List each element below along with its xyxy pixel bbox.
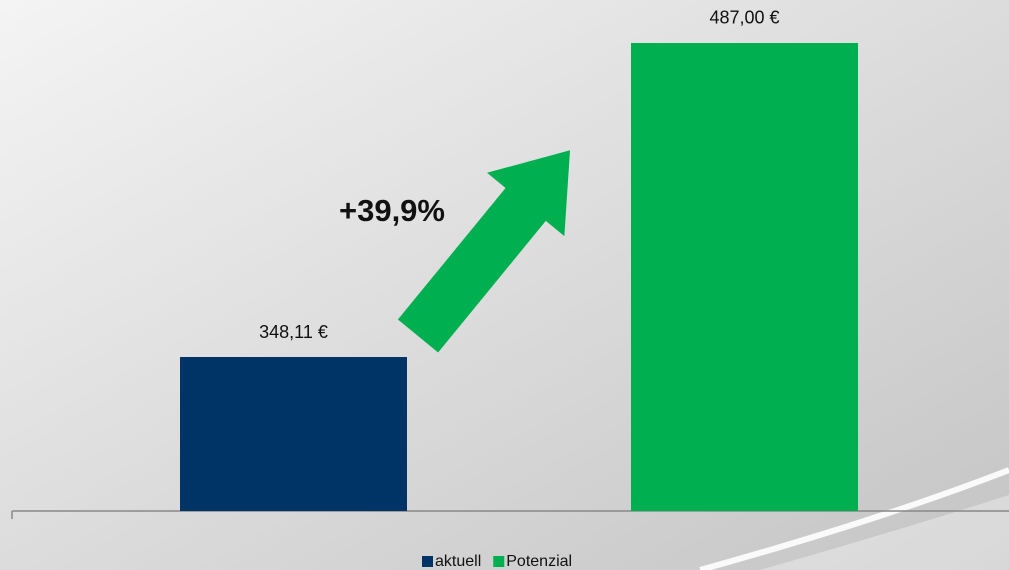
bar [631, 42, 858, 511]
value-label: 348,11 € [259, 322, 328, 342]
growth-arrow [397, 150, 571, 353]
decor-curve [760, 495, 1009, 570]
annotation: +39,9% [339, 193, 445, 228]
legend-swatch [493, 556, 505, 567]
arrow-shape [397, 150, 571, 353]
legend-swatch [422, 556, 433, 567]
decor-curve [699, 467, 1009, 570]
bar [180, 357, 407, 511]
value-label: 487,00 € [709, 8, 779, 28]
legend-label: Potenzial [506, 553, 572, 570]
legend-label: aktuell [435, 553, 481, 570]
